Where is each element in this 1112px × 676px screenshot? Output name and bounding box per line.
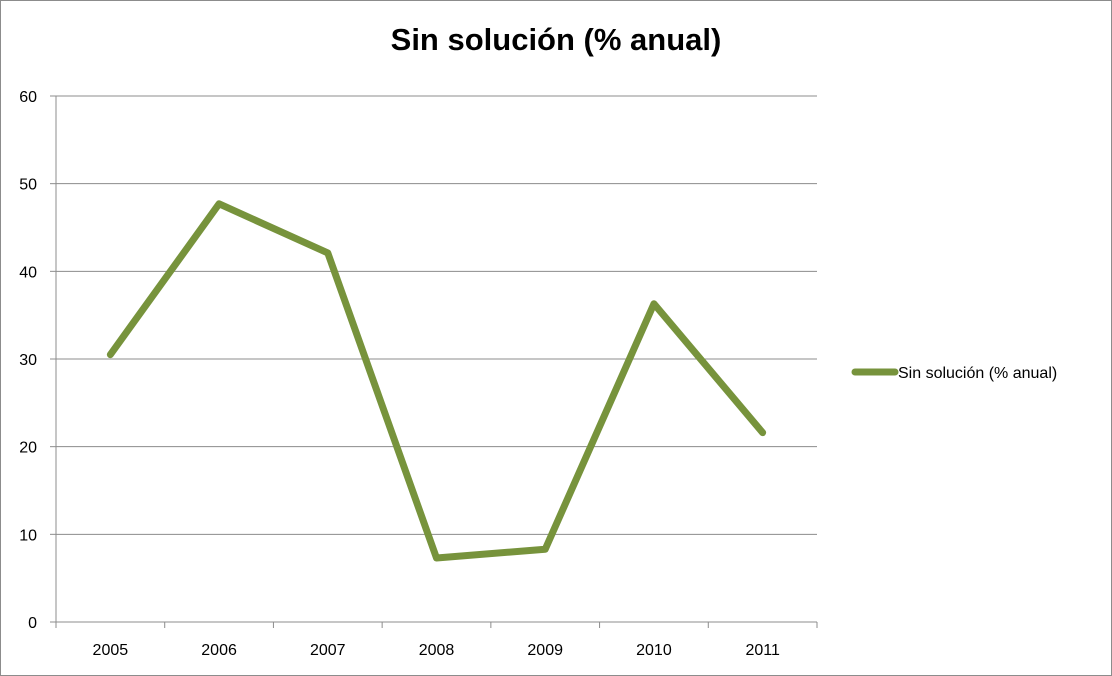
y-tick-label: 60 — [19, 89, 37, 106]
y-tick-label: 40 — [19, 264, 37, 281]
chart-title: Sin solución (% anual) — [390, 22, 722, 57]
x-tick-label: 2011 — [745, 642, 780, 659]
series-line — [106, 200, 767, 562]
y-tick-label: 10 — [19, 527, 37, 544]
x-tick-label: 2010 — [636, 642, 672, 659]
legend: Sin solución (% anual) — [851, 365, 1057, 382]
y-axis-ticks: 0 10 20 30 40 50 60 — [19, 89, 56, 632]
y-tick-label: 20 — [19, 440, 37, 457]
x-tick-label: 2005 — [93, 642, 129, 659]
x-tick-label: 2007 — [310, 642, 346, 659]
y-tick-label: 30 — [19, 352, 37, 369]
gridlines — [56, 95, 817, 535]
series-group — [106, 200, 767, 562]
x-tick-label: 2008 — [419, 642, 455, 659]
x-tick-label: 2009 — [527, 642, 563, 659]
y-tick-label: 50 — [19, 177, 37, 194]
x-axis-ticks: 2005 2006 2007 2008 2009 2010 2011 — [55, 622, 818, 659]
y-tick-label: 0 — [28, 615, 37, 632]
x-tick-label: 2006 — [201, 642, 237, 659]
legend-label: Sin solución (% anual) — [898, 365, 1057, 382]
